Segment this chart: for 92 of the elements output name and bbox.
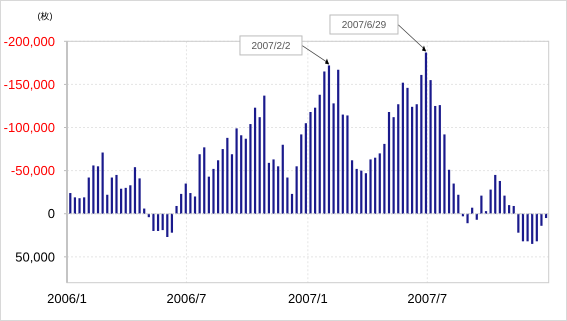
bar [540, 214, 543, 226]
y-tick-label: -150,000 [4, 76, 55, 92]
bar [452, 184, 455, 214]
bar [184, 184, 187, 214]
bar [88, 178, 90, 214]
bar [134, 167, 136, 214]
bar [226, 138, 228, 214]
bar [374, 158, 376, 214]
bar [198, 154, 201, 214]
bar [106, 194, 108, 214]
bar [457, 194, 460, 214]
bar [494, 174, 496, 214]
bar [222, 149, 224, 214]
bar [406, 88, 409, 214]
bar [277, 166, 280, 214]
bar [438, 105, 441, 214]
bar [304, 123, 307, 214]
bar [356, 168, 358, 214]
bar [323, 71, 326, 214]
y-tick-label: -100,000 [4, 120, 55, 136]
bar [429, 80, 432, 214]
bar [420, 74, 422, 214]
y-tick-label: 0 [48, 206, 55, 222]
bar [536, 214, 538, 242]
bar [397, 104, 400, 214]
bar [434, 106, 436, 214]
bar [314, 108, 316, 214]
bar [254, 108, 256, 214]
bar [337, 70, 340, 214]
bar [235, 128, 238, 214]
bar [83, 197, 86, 214]
bar [230, 154, 234, 214]
bar [388, 112, 390, 214]
bar [203, 147, 206, 214]
bar [249, 124, 252, 214]
y-tick-label: -200,000 [4, 34, 55, 49]
annotation: 2007/2/2 [239, 35, 330, 64]
bar [162, 214, 164, 230]
bar [462, 214, 464, 216]
bar [120, 188, 122, 214]
bar [402, 82, 404, 214]
bar [512, 206, 515, 214]
bar [350, 160, 354, 214]
bar [244, 138, 247, 214]
annotation: 2007/6/29 [329, 14, 426, 52]
x-tick-label: 2007/1 [288, 291, 328, 306]
bar [124, 188, 127, 214]
x-tick-label: 2007/7 [407, 291, 448, 306]
bar [258, 117, 261, 214]
bar [332, 103, 335, 214]
annotation: 2007/6/29 [342, 20, 387, 32]
bar [240, 135, 242, 214]
bar [282, 144, 284, 214]
bar [476, 214, 478, 220]
bar [471, 208, 474, 214]
bar [416, 104, 418, 214]
bar [522, 214, 524, 242]
bar [531, 214, 534, 244]
bar [166, 214, 168, 238]
bar [129, 185, 132, 214]
bar [369, 159, 372, 214]
x-tick-label: 2006/1 [47, 291, 87, 306]
bar [69, 193, 72, 214]
bar [383, 144, 386, 214]
annotation: 2007/2/2 [251, 40, 291, 52]
bar [346, 115, 349, 214]
bar [152, 214, 155, 231]
bar [526, 214, 529, 242]
bar [364, 173, 368, 214]
bar [272, 159, 275, 214]
bar [300, 134, 302, 214]
bar [92, 165, 94, 214]
bar [170, 214, 174, 233]
bar [102, 152, 104, 214]
bar [360, 170, 362, 214]
bar [378, 153, 381, 214]
bar [263, 96, 266, 214]
bar [309, 112, 312, 214]
bar [443, 134, 446, 214]
bar [318, 94, 321, 214]
bar [180, 194, 182, 214]
bar [392, 117, 395, 214]
bar [411, 106, 414, 214]
bar [212, 168, 215, 214]
y-tick-label: 50,000 [15, 249, 55, 264]
bar [208, 176, 210, 214]
bar [110, 178, 113, 214]
bar [342, 114, 344, 214]
y-axis-title: (枚) [38, 11, 52, 21]
bar [517, 214, 520, 233]
x-tick-label: 2006/7 [166, 291, 206, 306]
y-tick-label: -50,000 [10, 163, 55, 178]
